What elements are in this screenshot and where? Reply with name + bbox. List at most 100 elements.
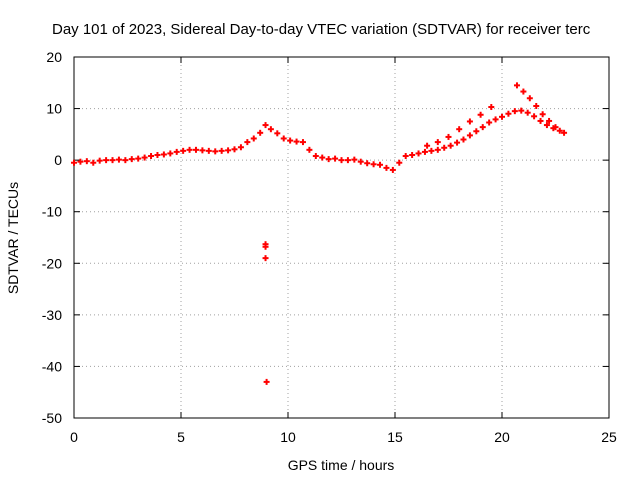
data-point	[205, 147, 212, 154]
data-point	[402, 153, 409, 160]
data-point	[135, 155, 142, 162]
y-tick-label: -20	[42, 255, 62, 271]
y-tick-label: 0	[54, 152, 62, 168]
data-point	[71, 159, 77, 166]
data-point	[447, 142, 454, 149]
data-point	[561, 129, 568, 136]
data-point	[263, 378, 270, 385]
data-point	[306, 146, 313, 153]
data-point	[293, 138, 300, 145]
data-point	[552, 124, 559, 131]
data-point	[434, 146, 441, 153]
data-point	[357, 158, 364, 165]
y-tick-label: 10	[46, 101, 62, 117]
data-point	[231, 146, 238, 153]
data-point	[287, 137, 294, 144]
data-point	[477, 111, 484, 118]
x-tick-label: 20	[494, 429, 510, 445]
data-point	[488, 104, 495, 111]
data-point	[212, 148, 219, 155]
data-point	[262, 122, 269, 129]
y-tick-label: -10	[42, 204, 62, 220]
data-point	[77, 158, 84, 165]
data-point	[90, 159, 97, 166]
data-point	[396, 159, 403, 166]
y-axis-label: SDTVAR / TECUs	[5, 182, 21, 294]
x-tick-label: 5	[177, 429, 185, 445]
data-point	[543, 122, 550, 129]
data-point	[148, 153, 155, 160]
data-point	[556, 127, 563, 134]
data-point	[312, 153, 319, 160]
chart-title: Day 101 of 2023, Sidereal Day-to-day VTE…	[52, 21, 591, 38]
x-tick-label: 0	[70, 429, 78, 445]
data-point	[473, 128, 480, 135]
data-point	[262, 255, 269, 262]
data-point	[122, 157, 129, 164]
data-point	[466, 132, 473, 139]
data-point	[546, 117, 553, 124]
data-point	[445, 133, 452, 140]
data-point	[267, 126, 274, 133]
data-point	[533, 102, 540, 109]
data-point	[486, 119, 493, 126]
data-point	[180, 147, 187, 154]
data-point	[299, 139, 306, 146]
data-point	[479, 124, 486, 131]
x-tick-label: 10	[280, 429, 296, 445]
data-point	[421, 148, 428, 155]
data-point	[199, 147, 206, 154]
data-point	[456, 126, 463, 133]
data-point	[364, 160, 371, 167]
data-point	[537, 117, 544, 124]
data-point	[383, 164, 390, 171]
data-point	[454, 139, 461, 146]
data-point	[160, 151, 167, 158]
y-tick-label: -50	[42, 410, 62, 426]
data-point	[513, 82, 520, 89]
data-point	[434, 139, 441, 146]
data-point	[518, 107, 525, 114]
data-point	[539, 111, 546, 118]
y-tick-label: -40	[42, 358, 62, 374]
data-point	[250, 135, 257, 142]
x-tick-label: 15	[387, 429, 403, 445]
y-tick-label: -30	[42, 307, 62, 323]
data-point	[103, 157, 110, 164]
data-point	[389, 166, 396, 173]
data-point	[370, 161, 377, 168]
axis-ticks: 0 5 10 15 20 25 -50 -40 -30 -20 -10 0 10 20	[42, 49, 617, 445]
data-point	[531, 113, 538, 120]
data-point	[526, 95, 533, 102]
data-point	[466, 118, 473, 125]
data-point	[173, 148, 180, 155]
data-point	[319, 154, 326, 161]
data-point	[83, 158, 90, 165]
data-point	[424, 142, 431, 149]
data-point	[524, 109, 531, 116]
data-point	[409, 151, 416, 158]
data-point	[351, 156, 358, 163]
y-tick-label: 20	[46, 49, 62, 65]
data-point	[128, 156, 135, 163]
data-point	[505, 110, 512, 117]
data-point	[520, 88, 527, 95]
data-point	[280, 135, 287, 142]
data-point	[338, 157, 345, 164]
plot-frame	[73, 56, 610, 419]
data-point	[154, 151, 161, 158]
data-point	[225, 147, 232, 154]
data-point	[428, 147, 435, 154]
data-point	[460, 136, 467, 143]
data-point	[415, 150, 422, 157]
x-tick-label: 25	[601, 429, 617, 445]
data-point	[377, 161, 384, 168]
data-point	[109, 157, 116, 164]
data-point	[441, 144, 448, 151]
data-point	[115, 156, 122, 163]
data-point	[96, 157, 103, 164]
data-point	[141, 154, 148, 161]
data-point	[262, 243, 269, 250]
data-point	[344, 157, 351, 164]
